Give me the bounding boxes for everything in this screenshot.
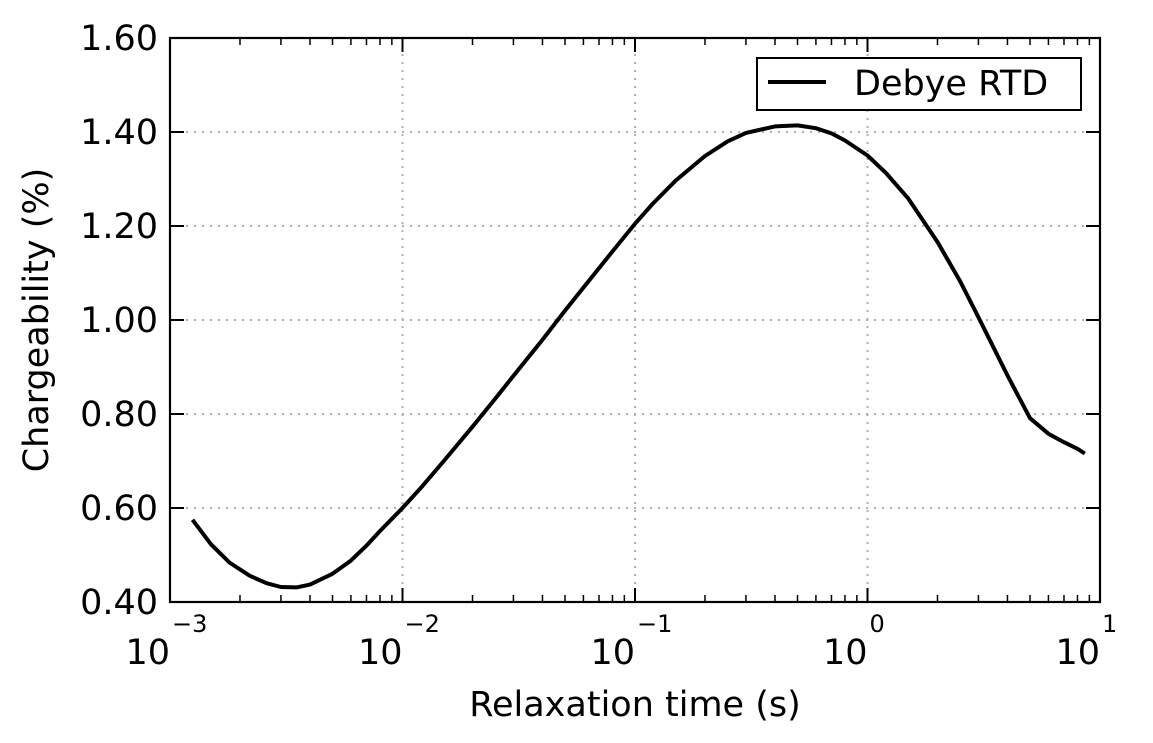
x-tick-label: 10 bbox=[1055, 633, 1100, 673]
x-tick-label-exponent: −1 bbox=[637, 610, 672, 638]
y-tick-label: 0.40 bbox=[80, 583, 158, 623]
y-tick-label: 0.80 bbox=[80, 395, 158, 435]
x-axis-label: Relaxation time (s) bbox=[469, 685, 801, 725]
series-layer bbox=[190, 123, 1086, 590]
legend: Debye RTD bbox=[756, 57, 1082, 111]
y-tick-label: 1.60 bbox=[80, 19, 158, 59]
x-tick-label-exponent: 0 bbox=[870, 610, 885, 638]
y-tick-label: 1.40 bbox=[80, 113, 158, 153]
y-tick-label: 1.20 bbox=[80, 207, 158, 247]
tick-labels: 0.400.600.801.001.201.401.6010−310−210−1… bbox=[80, 19, 1117, 673]
legend-label-debye-rtd: Debye RTD bbox=[854, 64, 1048, 104]
y-tick-label: 0.60 bbox=[80, 489, 158, 529]
series-line-0 bbox=[190, 123, 1086, 590]
x-tick-label-exponent: 1 bbox=[1102, 610, 1117, 638]
x-tick-label: 10 bbox=[590, 633, 635, 673]
y-tick-label: 1.00 bbox=[80, 301, 158, 341]
plot-frame bbox=[168, 36, 1102, 604]
x-tick-label-exponent: −2 bbox=[405, 610, 440, 638]
x-tick-label: 10 bbox=[823, 633, 868, 673]
x-tick-label: 10 bbox=[358, 633, 403, 673]
x-tick-label-exponent: −3 bbox=[172, 610, 207, 638]
x-tick-label: 10 bbox=[125, 633, 170, 673]
y-axis-label: Chargeability (%) bbox=[17, 168, 57, 473]
